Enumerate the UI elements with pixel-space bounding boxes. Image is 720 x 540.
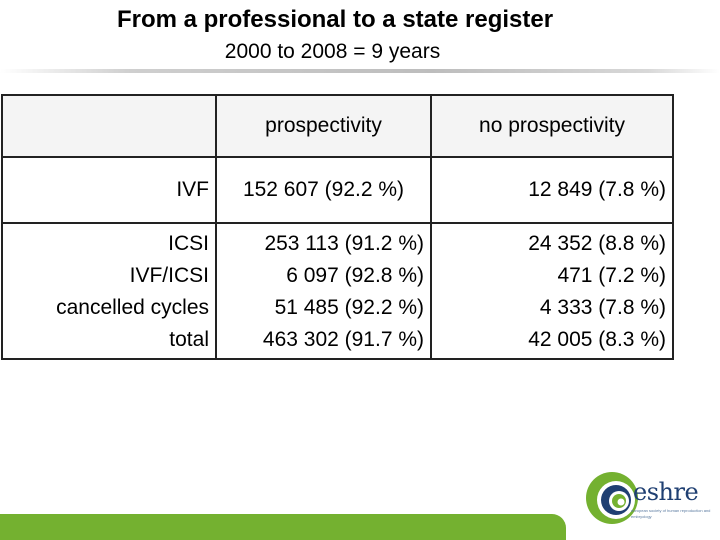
no-prospectivity-value: 471 (7.2 %) — [557, 264, 666, 287]
no-prospectivity-value: 24 352 (8.8 %) — [528, 232, 666, 255]
divider — [0, 69, 720, 73]
row-label: total — [169, 328, 209, 351]
table-header-row: prospectivity no prospectivity — [1, 94, 674, 158]
prospectivity-cell: 253 113 (91.2 %) 6 097 (92.8 %) 51 485 (… — [215, 222, 432, 360]
row-label: cancelled cycles — [56, 296, 209, 319]
eshre-logo-icon — [586, 472, 638, 524]
row-labels-cell: ICSI IVF/ICSI cancelled cycles total — [1, 222, 217, 360]
table-row: IVF 152 607 (92.2 %) 12 849 (7.8 %) — [1, 156, 674, 224]
no-prospectivity-value: 12 849 (7.8 %) — [430, 156, 674, 224]
prospectivity-value: 51 485 (92.2 %) — [274, 296, 424, 319]
prospectivity-value: 152 607 (92.2 %) — [215, 156, 432, 224]
table-row: ICSI IVF/ICSI cancelled cycles total 253… — [1, 222, 674, 360]
no-prospectivity-value: 4 333 (7.8 %) — [539, 296, 666, 319]
footer-bar — [0, 514, 566, 540]
header-cell-no-prospectivity: no prospectivity — [430, 94, 674, 158]
prospectivity-value: 463 302 (91.7 %) — [262, 328, 424, 351]
register-table: prospectivity no prospectivity IVF 152 6… — [1, 94, 674, 360]
row-label: ICSI — [168, 232, 209, 255]
page-title: From a professional to a state register — [116, 6, 554, 33]
header-cell-empty — [1, 94, 217, 158]
logo-tagline: european society of human reproduction a… — [631, 508, 711, 519]
no-prospectivity-cell: 24 352 (8.8 %) 471 (7.2 %) 4 333 (7.8 %)… — [430, 222, 674, 360]
row-label: IVF — [1, 156, 217, 224]
page-subtitle: 2000 to 2008 = 9 years — [224, 40, 441, 63]
logo-wordmark: eshre — [633, 478, 699, 506]
no-prospectivity-value: 42 005 (8.3 %) — [528, 328, 666, 351]
header-cell-prospectivity: prospectivity — [215, 94, 432, 158]
prospectivity-value: 253 113 (91.2 %) — [264, 232, 424, 255]
row-label: IVF/ICSI — [129, 264, 209, 287]
prospectivity-value: 6 097 (92.8 %) — [286, 264, 424, 287]
